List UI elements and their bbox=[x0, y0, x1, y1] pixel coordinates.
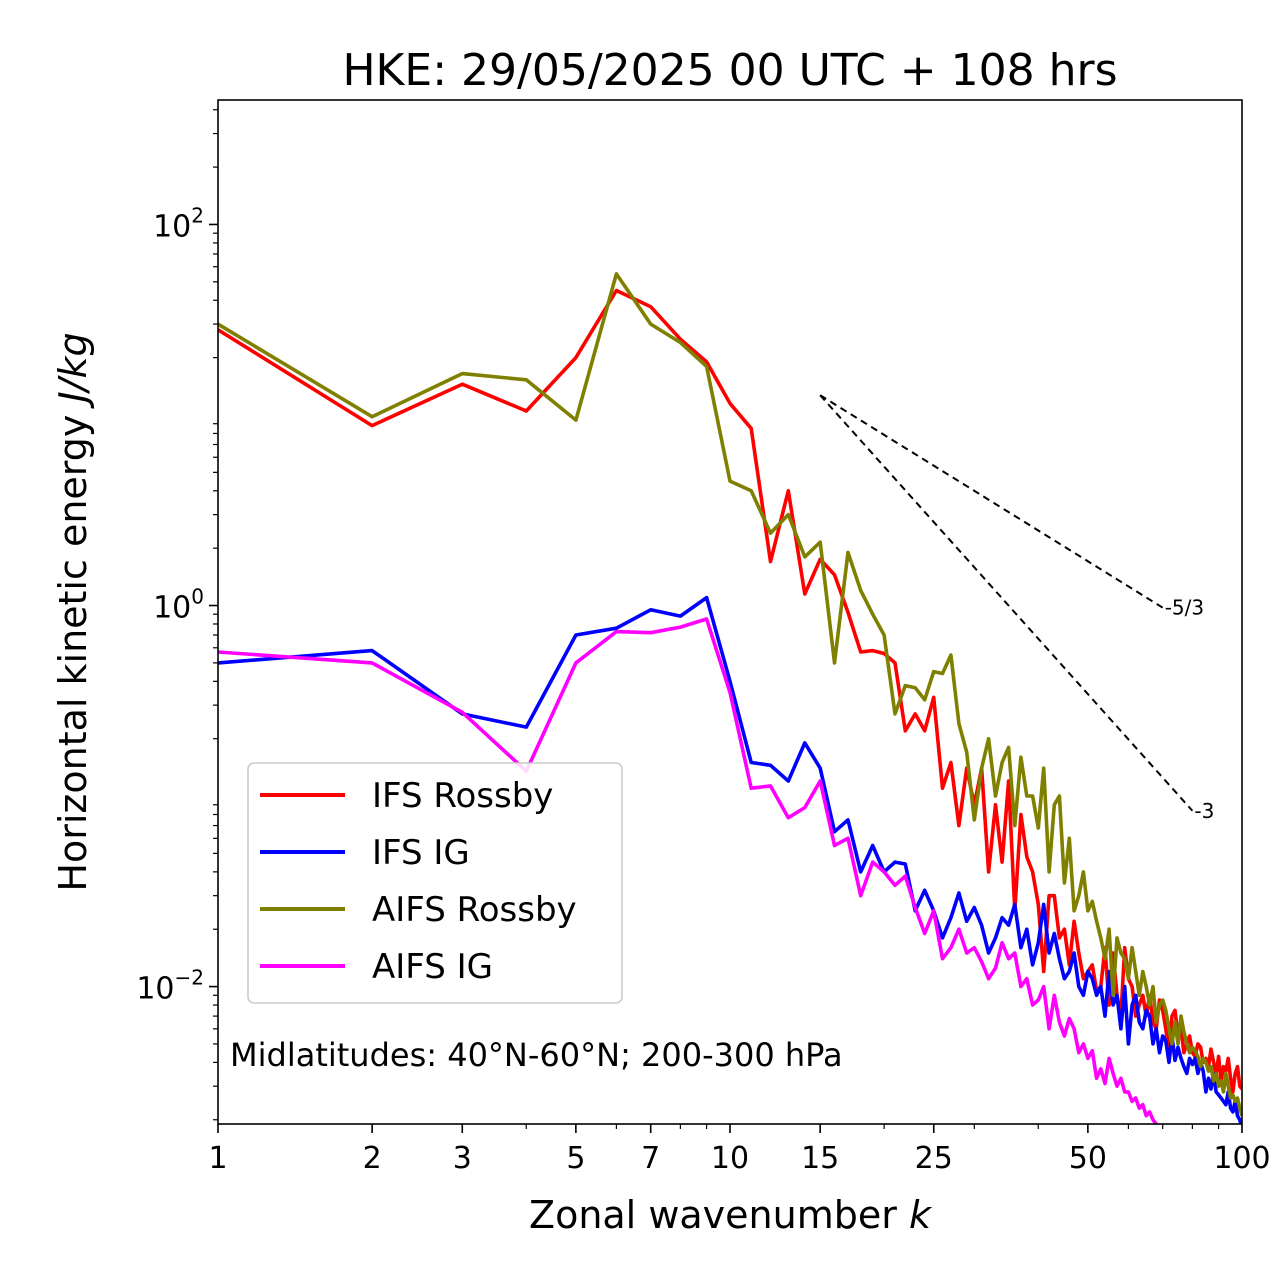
x-tick-label: 5 bbox=[566, 1141, 585, 1176]
series-line-aifs-ig bbox=[218, 617, 1159, 1124]
x-tick-label: 7 bbox=[641, 1141, 660, 1176]
region-annotation: Midlatitudes: 40°N-60°N; 200-300 hPa bbox=[230, 1036, 843, 1074]
chart-title: HKE: 29/05/2025 00 UTC + 108 hrs bbox=[342, 45, 1117, 96]
x-tick-label: 100 bbox=[1213, 1141, 1270, 1176]
legend: IFS Rossby IFS IG AIFS Rossby AIFS IG bbox=[247, 762, 623, 1004]
series-line-aifs-rossby bbox=[218, 272, 1242, 1117]
x-tick-label: 3 bbox=[453, 1141, 472, 1176]
reference-slope-line bbox=[819, 394, 1194, 812]
x-tick-label: 25 bbox=[915, 1141, 953, 1176]
plot-frame bbox=[217, 99, 1243, 1125]
y-tick-label: 102 bbox=[153, 203, 204, 244]
legend-box bbox=[247, 762, 623, 1004]
y-tick-label: 10−2 bbox=[136, 966, 204, 1007]
x-tick-label: 1 bbox=[208, 1141, 227, 1176]
legend-label: AIFS Rossby bbox=[372, 890, 577, 930]
x-tick-label: 10 bbox=[711, 1141, 749, 1176]
y-tick-label: 100 bbox=[153, 585, 204, 626]
reference-slope-label: -3 bbox=[1194, 799, 1214, 823]
x-ticks: 1 2 3 5 7 10 15 25 50 100 bbox=[208, 1124, 1271, 1176]
legend-label: IFS Rossby bbox=[372, 776, 553, 816]
x-tick-label: 2 bbox=[363, 1141, 382, 1176]
x-tick-label: 15 bbox=[801, 1141, 839, 1176]
x-axis-label: Zonal wavenumber k bbox=[529, 1193, 933, 1237]
reference-slope-label: -5/3 bbox=[1165, 596, 1204, 620]
legend-label: AIFS IG bbox=[372, 947, 493, 987]
reference-slopes: -5/3 -3 bbox=[819, 394, 1214, 823]
series-line-ifs-rossby bbox=[218, 288, 1242, 1094]
y-axis-label: Horizontal kinetic energy J/kg bbox=[51, 332, 95, 891]
x-tick-label: 50 bbox=[1069, 1141, 1107, 1176]
plot-area bbox=[218, 272, 1242, 1124]
y-ticks: 102 100 10−2 bbox=[136, 109, 218, 1121]
reference-slope-line bbox=[819, 394, 1164, 609]
legend-label: IFS IG bbox=[372, 833, 470, 873]
